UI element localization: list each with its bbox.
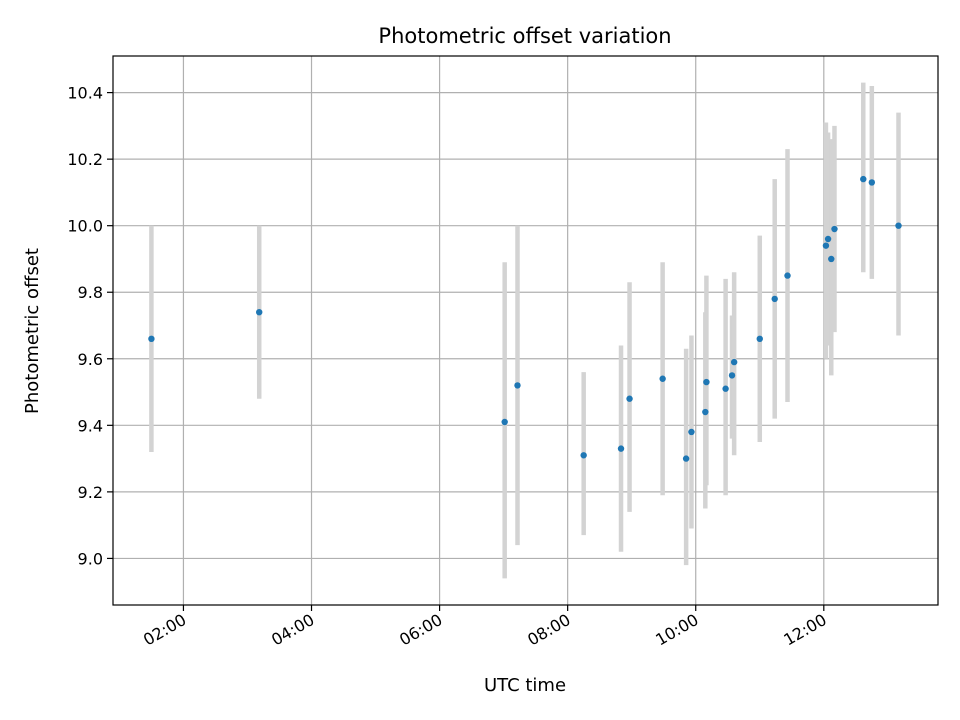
data-point (659, 375, 666, 382)
data-point (730, 358, 738, 366)
x-tick-label: 06:00 (396, 610, 445, 650)
data-point (868, 179, 876, 186)
data-points (148, 175, 902, 462)
data-point (514, 382, 521, 389)
y-tick-label: 10.2 (67, 150, 103, 169)
data-point (682, 455, 690, 462)
data-point (256, 309, 263, 316)
x-tick-label: 10:00 (652, 610, 701, 650)
y-tick-label: 9.4 (78, 416, 103, 435)
x-axis-title: UTC time (484, 675, 566, 696)
plot-frame (112, 55, 939, 606)
y-tick-label: 10.0 (67, 217, 103, 236)
x-tick-label: 04:00 (268, 610, 317, 650)
data-point (831, 225, 838, 233)
error-bars (149, 82, 901, 579)
chart-title: Photometric offset variation (378, 24, 671, 48)
data-point (688, 428, 695, 436)
data-point (703, 378, 710, 386)
data-point (626, 395, 633, 402)
data-point (148, 335, 155, 343)
data-point (501, 418, 508, 426)
data-point (771, 295, 778, 303)
data-point (822, 242, 830, 249)
y-axis-ticks: 9.0 9.2 9.4 9.6 9.8 10.0 10.2 10.4 (67, 84, 113, 568)
data-point (702, 408, 709, 416)
y-tick-label: 10.4 (67, 84, 103, 103)
y-axis-title: Photometric offset (22, 248, 43, 414)
data-point (860, 175, 867, 183)
y-tick-label: 9.6 (78, 350, 103, 369)
x-tick-label: 02:00 (140, 610, 189, 650)
data-point (895, 222, 902, 229)
data-point (580, 452, 587, 459)
x-tick-label: 08:00 (524, 610, 573, 650)
data-point (824, 235, 832, 243)
data-point (617, 445, 625, 452)
grid (113, 56, 938, 605)
x-tick-label: 12:00 (780, 610, 829, 650)
y-tick-label: 9.0 (78, 549, 103, 568)
y-tick-label: 9.8 (78, 283, 103, 302)
data-point (784, 272, 791, 279)
data-point (756, 335, 763, 343)
data-point (728, 372, 736, 379)
data-point (828, 255, 835, 263)
y-tick-label: 9.2 (78, 483, 103, 502)
data-point (722, 385, 729, 392)
x-axis-ticks: 02:00 04:00 06:00 08:00 10:00 12:00 (140, 605, 830, 650)
